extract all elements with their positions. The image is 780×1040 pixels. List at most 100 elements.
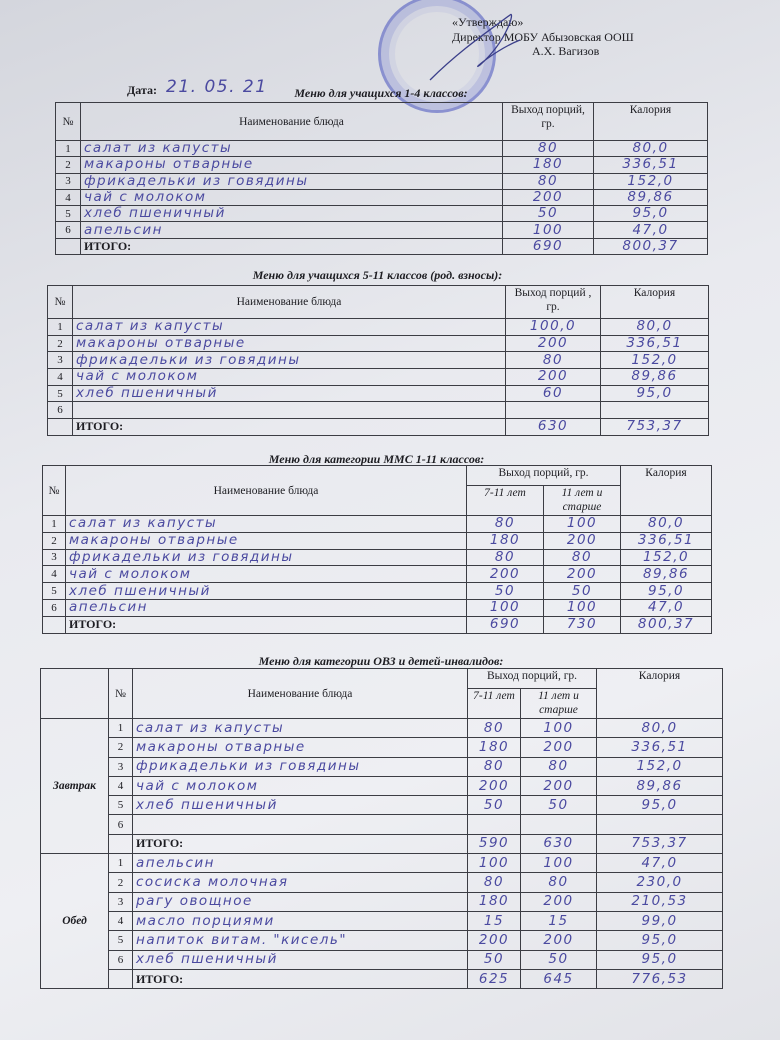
row-number: 6 <box>55 221 81 239</box>
total-calories: 800,37 <box>593 237 708 256</box>
meal-section-label: Обед <box>40 853 109 990</box>
total-row: ИТОГО: 625 645 776,53 <box>41 968 724 990</box>
column-header: Выход порций, гр. <box>502 102 594 141</box>
total-label: ИТОГО: <box>65 615 467 634</box>
total-label: ИТОГО: <box>132 968 468 990</box>
menu-table: № Наименование блюда Выход порций , гр. Кал… <box>47 285 709 436</box>
portion-weight <box>505 401 601 420</box>
column-header: Наименование блюда <box>72 285 506 319</box>
column-header: № <box>108 668 133 719</box>
portion-weight: 200 <box>466 565 544 584</box>
dish-name: фрикадельки из говядины <box>132 756 468 777</box>
table-row: 6 <box>47 401 709 420</box>
calories: 80,0 <box>596 717 724 739</box>
column-header: Наименование блюда <box>65 465 467 516</box>
row-number: 1 <box>108 853 133 874</box>
row-number: 2 <box>108 872 133 893</box>
total-row: ИТОГО: 690 800,37 <box>55 237 708 256</box>
row-number: 5 <box>108 795 133 816</box>
row-number: 1 <box>55 139 81 158</box>
table-row: 3 фрикадельки из говядины 80 80 152,0 <box>42 548 713 567</box>
calories: 95,0 <box>596 930 724 951</box>
total-weight: 730 <box>542 615 622 634</box>
portion-weight: 200 <box>542 531 622 550</box>
row-number: 4 <box>108 910 133 932</box>
portion-weight: 80 <box>505 351 601 370</box>
calories: 210,53 <box>596 891 724 912</box>
portion-weight <box>519 814 598 835</box>
table-row: 4 чай с молоком 200 200 89,86 <box>41 775 724 797</box>
total-calories: 776,53 <box>596 968 724 990</box>
table-row: 2 макароны отварные 180 200 336,51 <box>42 531 713 550</box>
column-subheader: 11 лет и старше <box>542 485 622 516</box>
row-number: 2 <box>108 737 133 758</box>
table-row: Обед 1 апельсин 100 100 47,0 <box>40 853 724 990</box>
row-number: 3 <box>47 351 73 370</box>
table-title: Меню для категории ММС 1-11 классов: <box>268 452 485 466</box>
calories: 152,0 <box>600 351 709 370</box>
empty-cell <box>108 833 133 855</box>
dish-name: макароны отварные <box>80 156 503 174</box>
portion-weight: 200 <box>467 775 521 797</box>
table-row: 5 напиток витам. "кисель" 200 200 95,0 <box>41 930 724 951</box>
calories <box>596 814 724 835</box>
calories: 230,0 <box>596 872 724 893</box>
calories: 80,0 <box>593 139 708 158</box>
dish-name: хлеб пшеничный <box>132 949 468 970</box>
approval-name: А.Х. Вагизов <box>532 44 600 58</box>
table-row: 3 фрикадельки из говядины 80 152,0 <box>47 351 709 370</box>
portion-weight: 200 <box>505 368 601 386</box>
portion-weight: 15 <box>519 910 598 932</box>
calories: 95,0 <box>620 582 713 600</box>
calories: 336,51 <box>620 531 713 550</box>
calories: 336,51 <box>600 334 709 353</box>
dish-name: макароны отварные <box>132 737 468 758</box>
portion-weight: 180 <box>467 891 521 912</box>
date-label: Дата: <box>127 83 157 97</box>
dish-name: хлеб пшеничный <box>80 205 503 223</box>
portion-weight: 100 <box>466 598 544 617</box>
dish-name: фрикадельки из говядины <box>80 172 503 190</box>
dish-name: апельсин <box>132 853 468 874</box>
row-number: 3 <box>108 891 133 912</box>
dish-name: масло порциями <box>132 910 468 932</box>
portion-weight: 200 <box>519 930 598 951</box>
dish-name: напиток витам. "кисель" <box>132 930 468 951</box>
total-row: ИТОГО: 690 730 800,37 <box>42 615 713 634</box>
column-header: Выход порций, гр. <box>465 465 622 486</box>
table-row: 2 макароны отварные 180 336,51 <box>55 156 708 174</box>
row-number: 2 <box>42 531 66 550</box>
row-number: 1 <box>47 318 73 336</box>
table-title: Меню для категории ОВЗ и детей-инвалидов… <box>258 654 504 668</box>
total-weight: 630 <box>519 833 598 855</box>
dish-name: чай с молоком <box>80 188 503 207</box>
table-row: 1 салат из капусты 80 100 80,0 <box>42 515 713 533</box>
portion-weight: 80 <box>466 548 544 567</box>
portion-weight: 50 <box>467 949 521 970</box>
row-number: 6 <box>47 401 73 420</box>
calories: 99,0 <box>596 910 724 932</box>
calories: 80,0 <box>600 318 709 336</box>
row-number: 4 <box>55 188 81 207</box>
date-value: 21. 05. 21 <box>166 77 268 97</box>
dish-name: салат из капусты <box>132 717 468 739</box>
table-row: 4 масло порциями 15 15 99,0 <box>41 910 724 932</box>
row-number: 4 <box>108 775 133 797</box>
dish-name: чай с молоком <box>72 368 506 386</box>
column-subheader: 7-11 лет <box>467 688 521 719</box>
total-label: ИТОГО: <box>80 237 503 256</box>
portion-weight: 15 <box>467 910 521 932</box>
calories: 95,0 <box>596 949 724 970</box>
dish-name: салат из капусты <box>65 515 467 533</box>
calories: 152,0 <box>593 172 708 190</box>
portion-weight: 100 <box>519 717 598 739</box>
table-row: 2 макароны отварные 180 200 336,51 <box>41 737 724 758</box>
dish-name: чай с молоком <box>132 775 468 797</box>
portion-weight: 180 <box>502 156 594 174</box>
column-header: Калория <box>596 668 724 719</box>
portion-weight <box>467 814 521 835</box>
portion-weight: 100 <box>542 598 622 617</box>
table-title: Меню для учащихся 5-11 классов (род. взн… <box>252 268 503 282</box>
calories: 152,0 <box>620 548 713 567</box>
column-header: Наименование блюда <box>80 102 503 141</box>
